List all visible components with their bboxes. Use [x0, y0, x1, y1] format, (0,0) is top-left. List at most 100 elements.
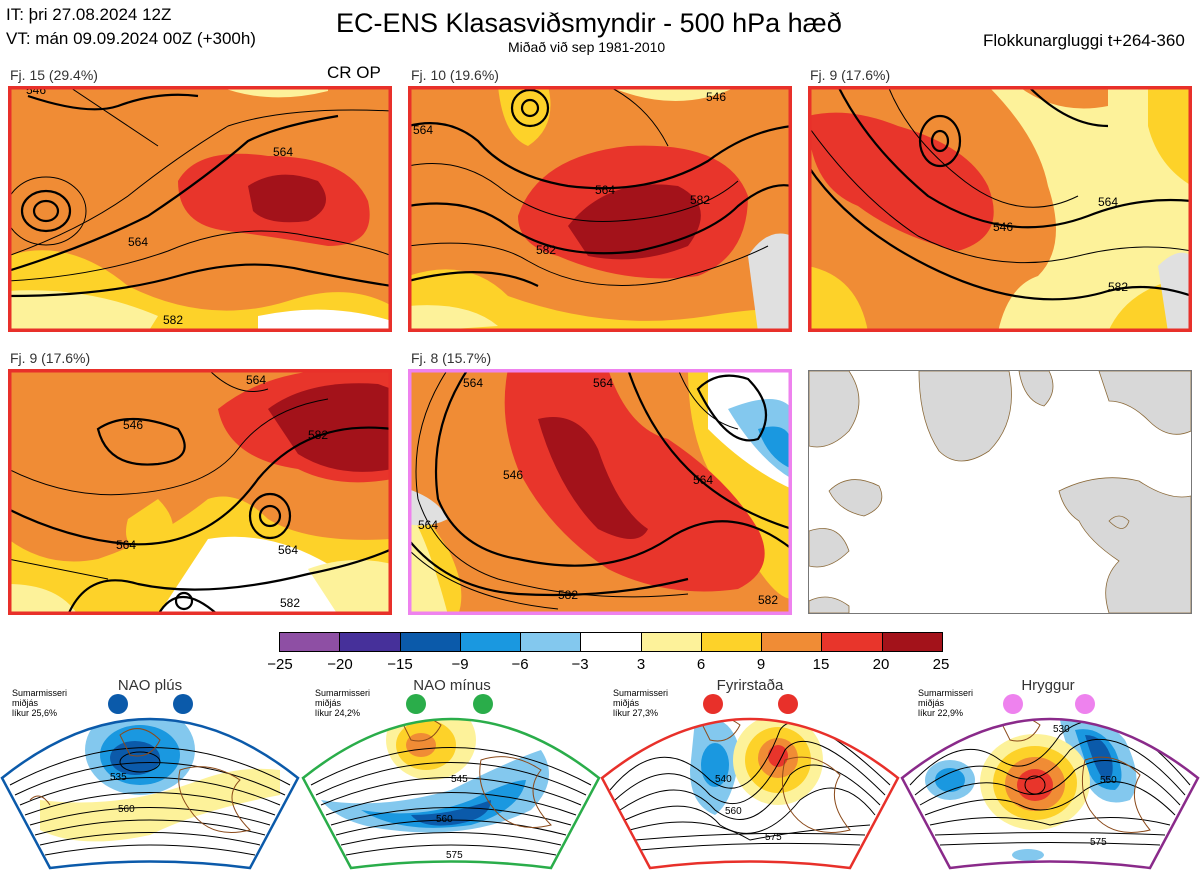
page-subtitle: Miðað við sep 1981-2010 [508, 39, 666, 55]
colorbar [279, 632, 943, 652]
panel-2-label: Fj. 10 (19.6%) [411, 67, 499, 83]
cluster-map-5: 564 546 564 564 582 582 564 [408, 369, 792, 615]
colorbar-tick: −9 [451, 656, 469, 673]
panel-5-border [408, 369, 792, 615]
regime-1-marker [108, 694, 128, 714]
regime-4-marker [1075, 694, 1095, 714]
regime-3-contour: 540 [715, 774, 732, 785]
regime-3-marker [778, 694, 798, 714]
regime-2-marker [406, 694, 426, 714]
panel-3-border [808, 86, 1192, 332]
colorbar-swatch [641, 633, 702, 651]
panel-2-border [408, 86, 792, 332]
regime-1-title: NAO plús [117, 677, 183, 694]
panel-3-contour: 546 [993, 220, 1013, 234]
panel-5-contour: 564 [418, 518, 438, 532]
colorbar-swatch [400, 633, 461, 651]
colorbar-swatch [882, 633, 942, 651]
regime-4-map: 530 550 575 [900, 690, 1200, 871]
cluster-map-3: 564 546 564 582 [808, 86, 1192, 332]
panel-4-contour: 582 [308, 428, 328, 442]
panel-2-contour: 546 [706, 90, 726, 104]
panel-1-label: Fj. 15 (29.4%) [10, 67, 98, 83]
regime-4-info: Sumarmisseri miðjás líkur 22,9% [918, 688, 974, 718]
panel-1-contour: 564 [128, 235, 148, 249]
colorbar-tick: −3 [571, 656, 589, 673]
valid-time: VT: mán 09.09.2024 00Z (+300h) [6, 29, 256, 48]
regime-3-info: Sumarmisseri miðjás líkur 27,3% [613, 688, 669, 718]
regime-3-contour: 560 [725, 806, 742, 817]
cluster-map-4: 546 564 564 582 564 582 [8, 369, 392, 615]
panel-5-label: Fj. 8 (15.7%) [411, 350, 492, 366]
panel-1-contour: 546 [26, 86, 46, 97]
regime-3-frame [600, 717, 900, 870]
colorbar-tick: −20 [327, 656, 353, 673]
panel-5-contour: 564 [463, 376, 483, 390]
colorbar-swatch [521, 633, 582, 651]
colorbar-tick: −15 [387, 656, 413, 673]
regime-1-contour: 535 [110, 772, 127, 783]
regime-3-marker [703, 694, 723, 714]
cluster-map-2: 564 564 546 582 582 [408, 86, 792, 332]
page-title: EC-ENS Klasasviðsmyndir - 500 hPa hæð [336, 8, 842, 38]
init-time: IT: þri 27.08.2024 12Z [6, 5, 172, 24]
colorbar-swatch [460, 633, 522, 651]
regime-4-frame [900, 717, 1200, 870]
panel-4-contour: 546 [123, 418, 143, 432]
colorbar-tick: −25 [267, 656, 293, 673]
regime-2-marker [473, 694, 493, 714]
panel-5-contour: 564 [693, 473, 713, 487]
colorbar-swatch [822, 633, 883, 651]
panel-5-contour: 564 [593, 376, 613, 390]
colorbar-tick: 15 [812, 656, 830, 673]
regime-2-contour: 545 [451, 774, 468, 785]
panel-4-border [8, 369, 392, 615]
regime-1-contour: 560 [118, 804, 135, 815]
regime-3-contour: 575 [765, 832, 782, 843]
colorbar-ticks: −25 −20 −15 −9 −6 −3 3 6 9 15 20 25 [0, 656, 1200, 676]
regime-2-contour: 560 [436, 814, 453, 825]
regime-4-contour: 575 [1090, 837, 1107, 848]
regime-1-marker [173, 694, 193, 714]
panel-2-contour: 582 [536, 243, 556, 257]
regime-4-title: Hryggur [1021, 677, 1075, 694]
panel-4-label: Fj. 9 (17.6%) [10, 350, 91, 366]
regime-3-title: Fyrirstaða [716, 677, 784, 694]
regime-2-contour: 575 [446, 850, 463, 861]
panel-3-label: Fj. 9 (17.6%) [810, 67, 891, 83]
panel-3-contour: 564 [1098, 195, 1118, 209]
panel-5-contour: 582 [558, 588, 578, 602]
panel-2-contour: 564 [595, 183, 615, 197]
regime-3-map: 540 560 575 [600, 690, 900, 871]
regime-2-title: NAO mínus [413, 677, 491, 694]
regime-1-frame [0, 717, 300, 870]
colorbar-swatch [762, 633, 823, 651]
panel-5-contour: 582 [758, 593, 778, 607]
panel-1-contour: 582 [163, 313, 183, 327]
colorbar-tick: 25 [932, 656, 950, 673]
colorbar-tick: 9 [756, 656, 766, 673]
regime-2-frame [301, 717, 601, 870]
panel-1-tag: CR OP [327, 63, 381, 82]
colorbar-tick: −6 [511, 656, 529, 673]
colorbar-tick: 20 [872, 656, 890, 673]
regime-4-marker [1003, 694, 1023, 714]
panel-3-contour: 582 [1108, 280, 1128, 294]
regime-4-contour: 530 [1053, 724, 1070, 735]
regime-4-contour: 550 [1100, 775, 1117, 786]
land-mask-map [808, 370, 1192, 614]
regime-2-map: 545 560 575 [301, 690, 601, 871]
panel-5-contour: 546 [503, 468, 523, 482]
panel-4-contour: 582 [280, 596, 300, 610]
panel-4-contour: 564 [278, 543, 298, 557]
colorbar-swatch [701, 633, 763, 651]
colorbar-tick: 3 [636, 656, 646, 673]
regime-1-map: 535 560 [0, 690, 300, 871]
panel-1-contour: 564 [273, 145, 293, 159]
colorbar-tick: 6 [696, 656, 706, 673]
colorbar-swatch [340, 633, 401, 651]
panel-1-border [8, 86, 392, 332]
colorbar-swatch [581, 633, 642, 651]
colorbar-swatch [280, 633, 341, 651]
regime-2-info: Sumarmisseri miðjás líkur 24,2% [315, 688, 371, 718]
